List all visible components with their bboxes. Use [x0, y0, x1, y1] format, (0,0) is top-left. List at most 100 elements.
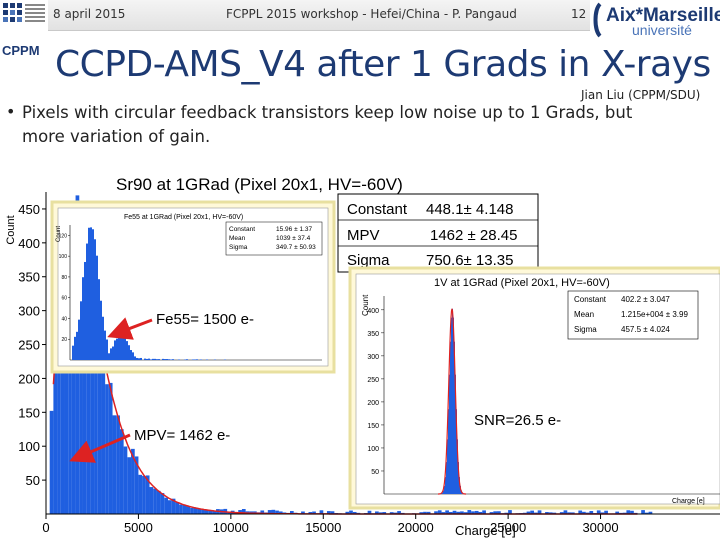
main-stats-box: Constant 448.1± 4.148 MPV 1462 ± 28.45 S… [337, 193, 539, 273]
main-bar [301, 511, 305, 514]
fe55-bar [110, 348, 112, 360]
cppm-logo: CPPM [0, 0, 48, 58]
fe55-inset: Fe55 at 1GRad (Pixel 20x1, HV=-60V) Coun… [50, 200, 336, 374]
main-bar [352, 511, 357, 514]
onev-bar [447, 439, 448, 494]
main-bar [138, 474, 143, 514]
main-bar [493, 511, 498, 514]
main-bar [64, 235, 69, 514]
onev-y-ticks: 400 350 300 250 200 150 100 50 [367, 308, 384, 476]
fe55-bar [172, 359, 174, 360]
onev-stats-label-sigma: Sigma [574, 325, 597, 334]
main-x-tick-label: 0 [42, 520, 49, 535]
onev-bar [455, 374, 456, 494]
onev-bar [444, 485, 445, 494]
fe55-bar [84, 261, 86, 360]
main-bar [582, 511, 586, 514]
bullet-line-1: Pixels with circular feedback transistor… [22, 103, 633, 122]
main-y-label: Count [5, 215, 17, 244]
main-bar [241, 509, 246, 514]
main-bar [119, 429, 124, 514]
fe55-bar [162, 358, 164, 360]
main-bar [330, 511, 335, 514]
onev-fit-curve [438, 308, 466, 495]
main-bar [530, 510, 534, 514]
fe55-bar [104, 330, 106, 360]
fe55-bar [80, 301, 82, 360]
main-bar [82, 256, 87, 514]
onev-annotation: SNR=26.5 e- [474, 412, 561, 429]
fe55-bar [82, 277, 84, 360]
main-bar [116, 415, 120, 514]
onev-y-label: Count [361, 294, 370, 316]
main-x-label: Charge [e] [455, 523, 516, 538]
fe55-stats-box: Constant 15.96 ± 1.37 Mean 1039 ± 37.4 S… [225, 221, 323, 256]
onev-inset: 1V at 1GRad (Pixel 20x1, HV=-60V) Count … [348, 266, 720, 510]
main-bar [456, 511, 461, 514]
fe55-bar [152, 358, 154, 360]
fe55-bar [102, 316, 104, 360]
main-bar [426, 511, 431, 514]
onev-bar [457, 439, 458, 494]
fe55-y-tick-label: 20 [61, 337, 67, 343]
main-bar [57, 328, 61, 514]
main-bar [153, 488, 157, 514]
main-bar [367, 510, 372, 514]
main-bar [208, 510, 213, 514]
fe55-bar [96, 255, 98, 360]
main-bar [596, 510, 601, 514]
fe55-bar [168, 359, 170, 360]
fe55-bar [124, 337, 126, 360]
main-stats-value-sigma: 750.6± 13.35 [426, 252, 513, 269]
main-x-tick-label: 20000 [398, 520, 434, 535]
fe55-bar [122, 334, 124, 360]
fe55-annotation: Fe55= 1500 e- [156, 311, 254, 328]
onev-x-label: Charge [e] [672, 498, 705, 505]
fe55-bar [112, 346, 114, 360]
onev-y-tick-label: 300 [367, 354, 379, 361]
main-bar [460, 511, 464, 514]
fe55-bar [100, 300, 102, 360]
main-bar [97, 358, 102, 514]
main-y-tick-label: 50 [26, 473, 40, 488]
main-y-tick-label: 300 [18, 304, 40, 319]
main-bar [537, 510, 542, 514]
main-bar [60, 280, 65, 514]
main-bar [482, 510, 486, 514]
fe55-bar [98, 279, 100, 360]
main-bar [467, 510, 472, 514]
main-bar [53, 354, 58, 514]
main-bar [489, 512, 494, 514]
main-y-tick-label: 450 [18, 202, 40, 217]
main-bar [589, 511, 594, 514]
onev-bar [454, 341, 455, 494]
fe55-bar [186, 359, 188, 360]
fe55-stats-value-constant: 15.96 ± 1.37 [276, 226, 312, 233]
main-bar [271, 509, 276, 514]
header-workshop: FCPPL 2015 workshop - Hefei/China - P. P… [226, 7, 517, 21]
main-bar [441, 512, 446, 514]
main-bar [545, 512, 549, 514]
main-bar [626, 510, 631, 514]
fe55-bar [132, 352, 134, 360]
main-bar [186, 506, 191, 514]
fe55-bar [106, 339, 108, 360]
main-bar [615, 511, 620, 514]
main-bar [478, 511, 483, 514]
fe55-bar [108, 353, 110, 360]
fe55-title: Fe55 at 1GRad (Pixel 20x1, HV=-60V) [124, 214, 243, 221]
main-x-tick-label: 5000 [124, 520, 153, 535]
bullet-line-2: more variation of gain. [22, 127, 211, 146]
amu-logo: Aix*Marseille université [593, 2, 720, 38]
main-bar [375, 511, 379, 514]
main-title: Sr90 at 1GRad (Pixel 20x1, HV=-60V) [116, 175, 403, 194]
main-bar [171, 498, 176, 514]
main-bar [278, 511, 283, 514]
main-bar [86, 286, 91, 514]
main-bar [452, 510, 457, 514]
fe55-bar [88, 227, 90, 360]
main-bar [630, 510, 634, 514]
onev-title: 1V at 1GRad (Pixel 20x1, HV=-60V) [434, 277, 610, 289]
main-stats-value-constant: 448.1± 4.148 [426, 201, 513, 218]
fe55-bar [170, 359, 172, 360]
